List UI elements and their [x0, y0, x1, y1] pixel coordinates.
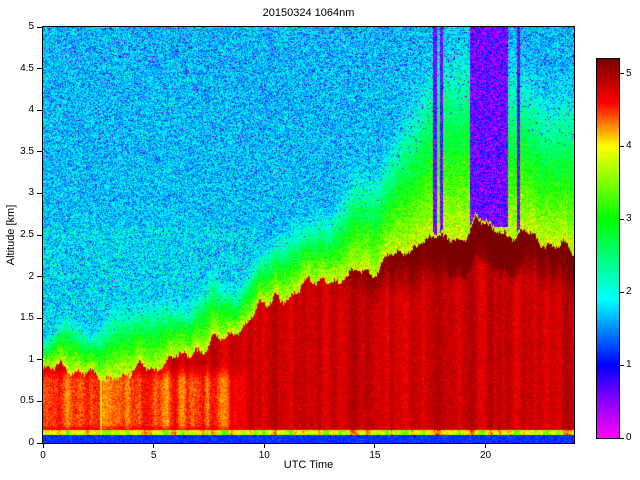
y-tick-mark: [37, 359, 42, 361]
y-tick-mark: [37, 26, 42, 28]
colorbar-tick-mark: [620, 73, 624, 75]
colorbar-tick-mark: [620, 145, 624, 147]
colorbar-tick-mark: [620, 437, 624, 439]
x-axis-label: UTC Time: [283, 459, 334, 471]
colorbar-tick-label: 1: [626, 359, 632, 371]
y-tick-mark: [37, 151, 42, 153]
y-tick-label: 4: [28, 104, 34, 116]
heatmap-plot: [42, 26, 575, 444]
x-tick-label: 20: [479, 450, 492, 461]
y-tick-mark: [37, 192, 42, 194]
chart-title: 20150324 1064nm: [262, 7, 355, 19]
colorbar-tick-mark: [620, 291, 624, 293]
y-tick-label: 0: [28, 437, 34, 448]
colorbar: [596, 58, 620, 439]
colorbar-tick-label: 3: [626, 213, 632, 225]
y-tick-mark: [37, 276, 42, 278]
x-tick-label: 0: [40, 450, 46, 461]
colorbar-tick-mark: [620, 364, 624, 366]
y-tick-mark: [37, 234, 42, 236]
x-tick-label: 5: [150, 450, 157, 461]
y-tick-label: 2: [28, 270, 34, 282]
x-tick-mark: [485, 444, 486, 448]
y-tick-label: 1: [28, 353, 34, 365]
y-tick-mark: [37, 442, 42, 444]
y-tick-mark: [37, 68, 42, 70]
x-tick-mark: [153, 444, 155, 448]
x-tick-mark: [263, 444, 265, 448]
y-tick-label: 5: [28, 21, 34, 32]
y-tick-label: 4.5: [20, 62, 34, 74]
x-tick-mark: [374, 444, 376, 448]
y-tick-mark: [37, 109, 42, 111]
y-tick-label: 3.5: [20, 145, 34, 157]
x-tick-label: 15: [369, 450, 381, 461]
y-tick-label: 3: [28, 187, 34, 199]
y-tick-mark: [37, 400, 42, 402]
x-tick-label: 10: [258, 450, 270, 461]
y-tick-mark: [37, 317, 42, 319]
y-tick-label: 0.5: [20, 395, 34, 407]
colorbar-tick-label: 5: [626, 67, 632, 79]
x-tick-mark: [42, 444, 44, 448]
colorbar-tick-label: 4: [626, 140, 632, 152]
y-tick-label: 1.5: [20, 312, 34, 324]
colorbar-tick-label: 0: [626, 432, 632, 443]
y-tick-label: 2.5: [20, 229, 34, 240]
colorbar-tick-label: 2: [626, 286, 632, 298]
colorbar-tick-mark: [620, 218, 624, 220]
